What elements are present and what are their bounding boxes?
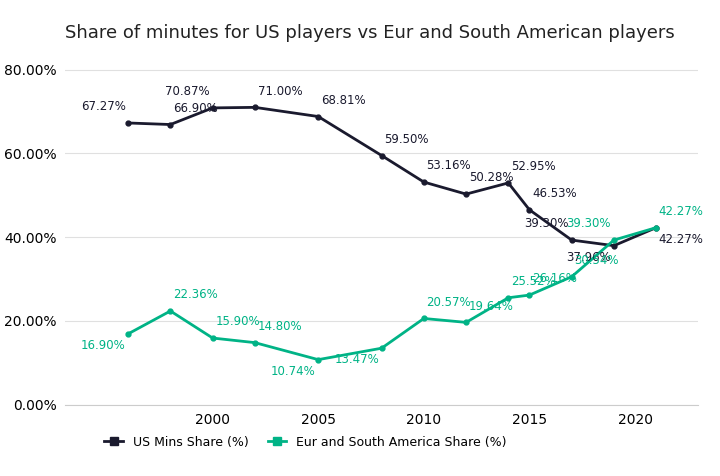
Eur and South America Share (%)	[610, 237, 618, 243]
Text: 59.50%: 59.50%	[384, 133, 429, 146]
Eur and South America Share (%)	[314, 357, 323, 363]
Line: US Mins Share (%): US Mins Share (%)	[126, 105, 659, 248]
Text: 46.53%: 46.53%	[532, 187, 577, 200]
US Mins Share (%)	[610, 243, 618, 248]
Text: 13.47%: 13.47%	[334, 353, 379, 366]
Text: 67.27%: 67.27%	[81, 100, 125, 113]
US Mins Share (%)	[314, 114, 323, 119]
Eur and South America Share (%)	[124, 331, 132, 337]
Text: 42.27%: 42.27%	[659, 205, 703, 218]
Text: 52.95%: 52.95%	[511, 160, 556, 173]
Text: 39.30%: 39.30%	[524, 218, 569, 230]
Text: 19.64%: 19.64%	[469, 300, 513, 313]
US Mins Share (%)	[124, 120, 132, 126]
Eur and South America Share (%)	[504, 295, 513, 301]
Text: 14.80%: 14.80%	[258, 320, 302, 333]
Text: 70.87%: 70.87%	[166, 85, 210, 98]
US Mins Share (%)	[166, 122, 175, 128]
Line: Eur and South America Share (%): Eur and South America Share (%)	[126, 225, 659, 362]
Text: 68.81%: 68.81%	[321, 94, 366, 107]
Eur and South America Share (%)	[208, 335, 217, 341]
Text: 22.36%: 22.36%	[173, 288, 217, 301]
Text: 71.00%: 71.00%	[258, 85, 302, 98]
Text: 20.57%: 20.57%	[426, 296, 471, 309]
Text: 26.16%: 26.16%	[532, 272, 577, 285]
Eur and South America Share (%)	[251, 340, 259, 346]
Eur and South America Share (%)	[377, 346, 386, 351]
Text: 15.90%: 15.90%	[215, 315, 260, 328]
US Mins Share (%)	[420, 179, 428, 185]
US Mins Share (%)	[251, 105, 259, 110]
Legend: US Mins Share (%), Eur and South America Share (%): US Mins Share (%), Eur and South America…	[99, 431, 512, 454]
Text: 53.16%: 53.16%	[426, 159, 471, 172]
Text: 42.27%: 42.27%	[659, 233, 703, 246]
Text: 37.96%: 37.96%	[567, 251, 611, 264]
Text: 25.52%: 25.52%	[511, 275, 556, 288]
Eur and South America Share (%)	[166, 308, 175, 314]
Text: 66.90%: 66.90%	[173, 102, 217, 115]
Eur and South America Share (%)	[462, 319, 470, 325]
Eur and South America Share (%)	[652, 225, 660, 230]
Text: 50.28%: 50.28%	[469, 171, 513, 184]
US Mins Share (%)	[567, 237, 576, 243]
Eur and South America Share (%)	[525, 292, 534, 298]
Text: 16.90%: 16.90%	[81, 339, 125, 352]
Text: 10.74%: 10.74%	[271, 365, 315, 377]
Eur and South America Share (%)	[567, 274, 576, 279]
US Mins Share (%)	[652, 225, 660, 230]
US Mins Share (%)	[377, 153, 386, 159]
Eur and South America Share (%)	[420, 316, 428, 321]
US Mins Share (%)	[504, 180, 513, 186]
Text: Share of minutes for US players vs Eur and South American players: Share of minutes for US players vs Eur a…	[65, 24, 675, 42]
US Mins Share (%)	[525, 207, 534, 213]
Text: 30.54%: 30.54%	[575, 254, 619, 267]
US Mins Share (%)	[462, 191, 470, 197]
US Mins Share (%)	[208, 105, 217, 111]
Text: 39.30%: 39.30%	[567, 218, 611, 230]
